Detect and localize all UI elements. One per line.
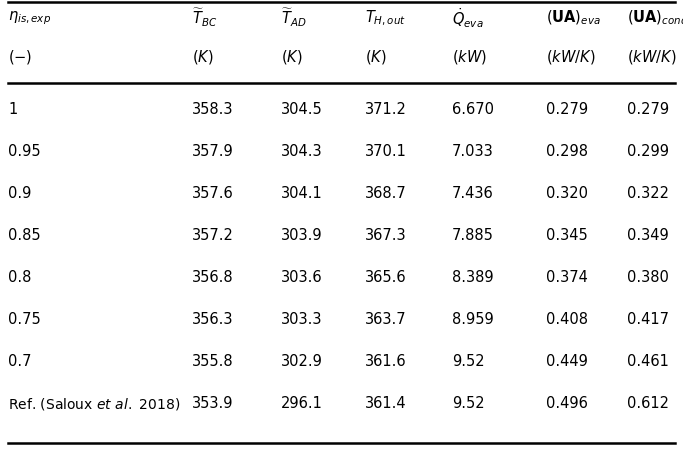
Text: 365.6: 365.6 [365, 270, 406, 285]
Text: 356.8: 356.8 [192, 270, 234, 285]
Text: 303.6: 303.6 [281, 270, 322, 285]
Text: 7.033: 7.033 [452, 144, 494, 159]
Text: 0.496: 0.496 [546, 396, 588, 411]
Text: $\widetilde{T}_{AD}$: $\widetilde{T}_{AD}$ [281, 7, 307, 29]
Text: 357.6: 357.6 [192, 186, 234, 202]
Text: $(K)$: $(K)$ [192, 48, 214, 66]
Text: 304.1: 304.1 [281, 186, 323, 202]
Text: 370.1: 370.1 [365, 144, 407, 159]
Text: 0.7: 0.7 [8, 355, 31, 369]
Text: 0.417: 0.417 [627, 312, 669, 328]
Text: 6.670: 6.670 [452, 103, 494, 117]
Text: 8.959: 8.959 [452, 312, 494, 328]
Text: 7.436: 7.436 [452, 186, 494, 202]
Text: 363.7: 363.7 [365, 312, 406, 328]
Text: 9.52: 9.52 [452, 396, 485, 411]
Text: 303.3: 303.3 [281, 312, 322, 328]
Text: 358.3: 358.3 [192, 103, 234, 117]
Text: 357.2: 357.2 [192, 229, 234, 243]
Text: 0.279: 0.279 [627, 103, 669, 117]
Text: 8.389: 8.389 [452, 270, 494, 285]
Text: 0.408: 0.408 [546, 312, 588, 328]
Text: $(kW)$: $(kW)$ [452, 48, 487, 66]
Text: $(\mathbf{UA})_{eva}$: $(\mathbf{UA})_{eva}$ [546, 9, 601, 27]
Text: $(K)$: $(K)$ [365, 48, 387, 66]
Text: $\eta_{is,exp}$: $\eta_{is,exp}$ [8, 9, 51, 27]
Text: 304.5: 304.5 [281, 103, 323, 117]
Text: 1: 1 [8, 103, 17, 117]
Text: 371.2: 371.2 [365, 103, 407, 117]
Text: $(-)$: $(-)$ [8, 48, 32, 66]
Text: 296.1: 296.1 [281, 396, 323, 411]
Text: Ref. (Saloux $\it{et\ al.}$ 2018): Ref. (Saloux $\it{et\ al.}$ 2018) [8, 396, 180, 412]
Text: $(\mathbf{UA})_{cond}$: $(\mathbf{UA})_{cond}$ [627, 9, 683, 27]
Text: 0.349: 0.349 [627, 229, 669, 243]
Text: 361.6: 361.6 [365, 355, 406, 369]
Text: 0.95: 0.95 [8, 144, 40, 159]
Text: 9.52: 9.52 [452, 355, 485, 369]
Text: 355.8: 355.8 [192, 355, 234, 369]
Text: $(K)$: $(K)$ [281, 48, 303, 66]
Text: 0.75: 0.75 [8, 312, 41, 328]
Text: 0.85: 0.85 [8, 229, 40, 243]
Text: 0.612: 0.612 [627, 396, 669, 411]
Text: 367.3: 367.3 [365, 229, 406, 243]
Text: 0.299: 0.299 [627, 144, 669, 159]
Text: 7.885: 7.885 [452, 229, 494, 243]
Text: 0.9: 0.9 [8, 186, 31, 202]
Text: 303.9: 303.9 [281, 229, 322, 243]
Text: 0.380: 0.380 [627, 270, 669, 285]
Text: 0.298: 0.298 [546, 144, 588, 159]
Text: $(kW/K)$: $(kW/K)$ [546, 48, 596, 66]
Text: 304.3: 304.3 [281, 144, 322, 159]
Text: 0.449: 0.449 [546, 355, 588, 369]
Text: 353.9: 353.9 [192, 396, 234, 411]
Text: 0.374: 0.374 [546, 270, 588, 285]
Text: $\dot{Q}_{eva}$: $\dot{Q}_{eva}$ [452, 6, 484, 30]
Text: 302.9: 302.9 [281, 355, 323, 369]
Text: 0.461: 0.461 [627, 355, 669, 369]
Text: 0.279: 0.279 [546, 103, 588, 117]
Text: $(kW/K)$: $(kW/K)$ [627, 48, 677, 66]
Text: 0.320: 0.320 [546, 186, 588, 202]
Text: 361.4: 361.4 [365, 396, 406, 411]
Text: 0.8: 0.8 [8, 270, 31, 285]
Text: 0.345: 0.345 [546, 229, 588, 243]
Text: 357.9: 357.9 [192, 144, 234, 159]
Text: 368.7: 368.7 [365, 186, 407, 202]
Text: 0.322: 0.322 [627, 186, 669, 202]
Text: $\widetilde{T}_{BC}$: $\widetilde{T}_{BC}$ [192, 7, 217, 29]
Text: 356.3: 356.3 [192, 312, 234, 328]
Text: $T_{H,out}$: $T_{H,out}$ [365, 9, 406, 27]
